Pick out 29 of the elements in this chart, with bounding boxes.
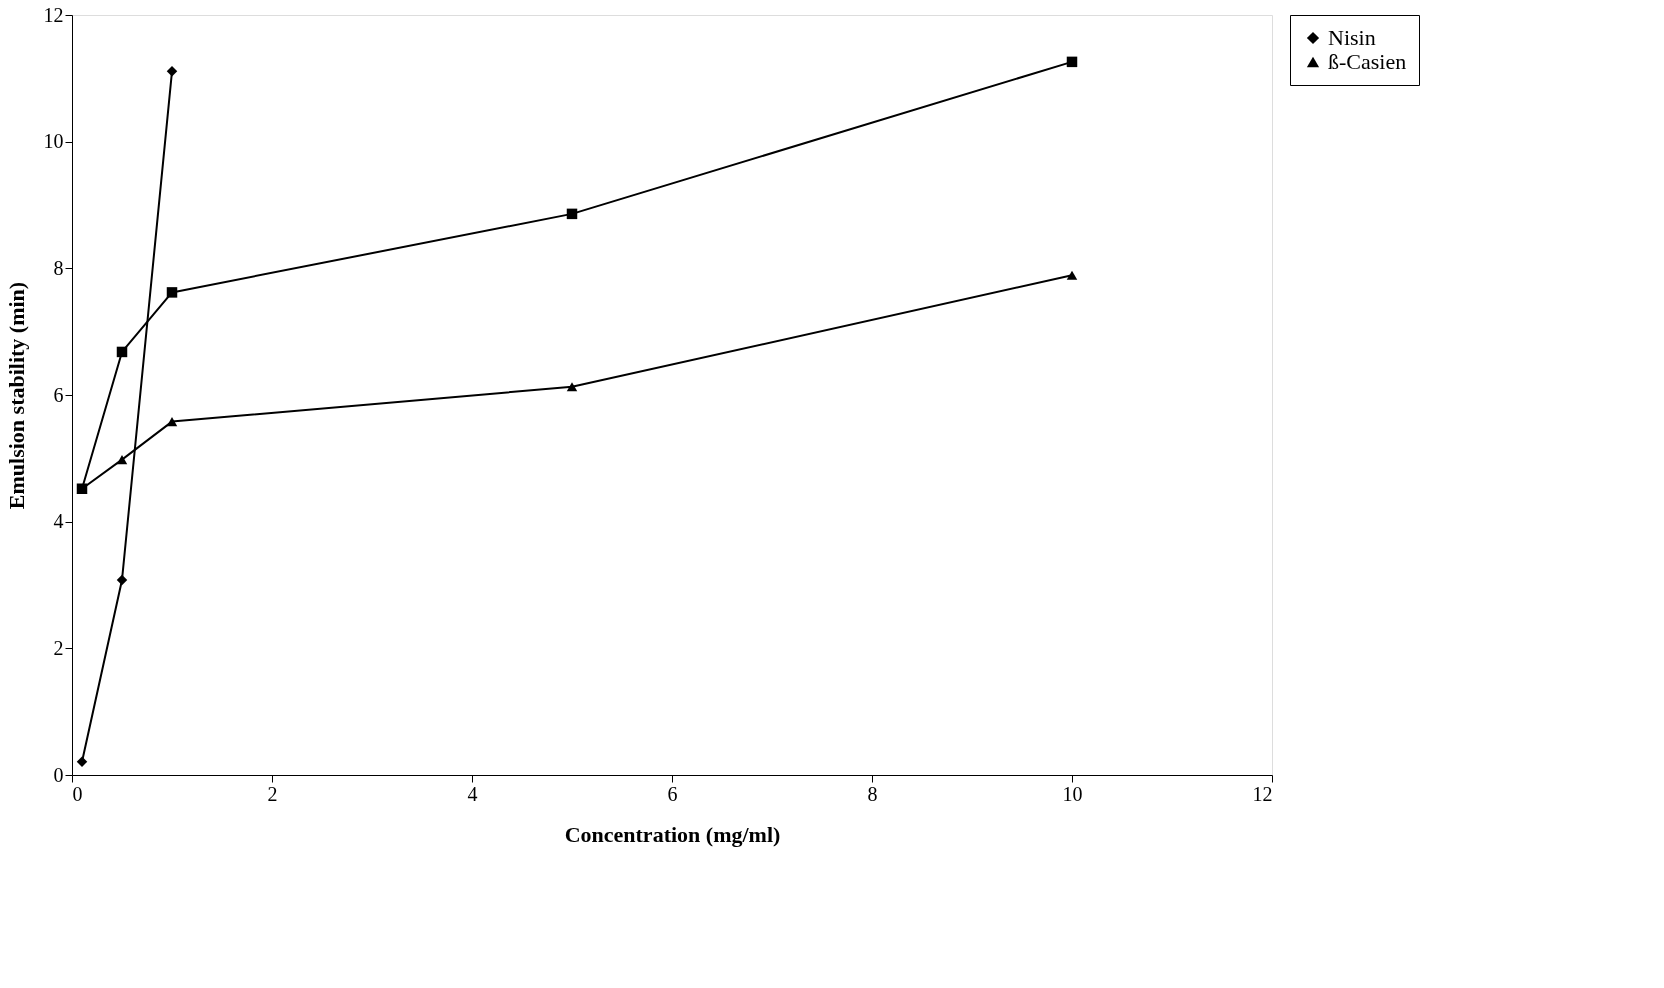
point (166, 417, 178, 427)
y-axis-title: Emulsion stability (min) (3, 281, 29, 510)
x-tick-label: 6 (667, 782, 678, 805)
y-tick-label: 4 (53, 510, 64, 533)
point (166, 287, 178, 298)
y-tick-label: 12 (43, 3, 64, 26)
point (76, 756, 88, 767)
point (1066, 270, 1078, 280)
y-tick-label: 2 (53, 636, 64, 659)
point (566, 208, 578, 220)
x-axis-title: Concentration (mg/ml) (564, 821, 781, 847)
x-tick-label: 0 (72, 782, 83, 805)
x-tick-label: 12 (1252, 782, 1273, 805)
point (1066, 56, 1078, 68)
point (116, 455, 128, 465)
y-tick-label: 8 (53, 256, 64, 279)
point (166, 66, 178, 77)
y-tick-label: 10 (43, 130, 64, 153)
x-tick-label: 8 (867, 782, 878, 805)
point (116, 574, 128, 586)
point (116, 346, 128, 358)
point (566, 382, 578, 392)
y-tick-label: 0 (53, 763, 64, 786)
legend-label: Nisin (1328, 25, 1376, 50)
legend-label: ß-Casien (1328, 49, 1407, 74)
y-tick-label: 6 (53, 383, 64, 406)
x-tick-label: 4 (467, 782, 478, 805)
x-tick-label: 2 (267, 782, 278, 805)
x-tick-label: 10 (1062, 782, 1083, 805)
